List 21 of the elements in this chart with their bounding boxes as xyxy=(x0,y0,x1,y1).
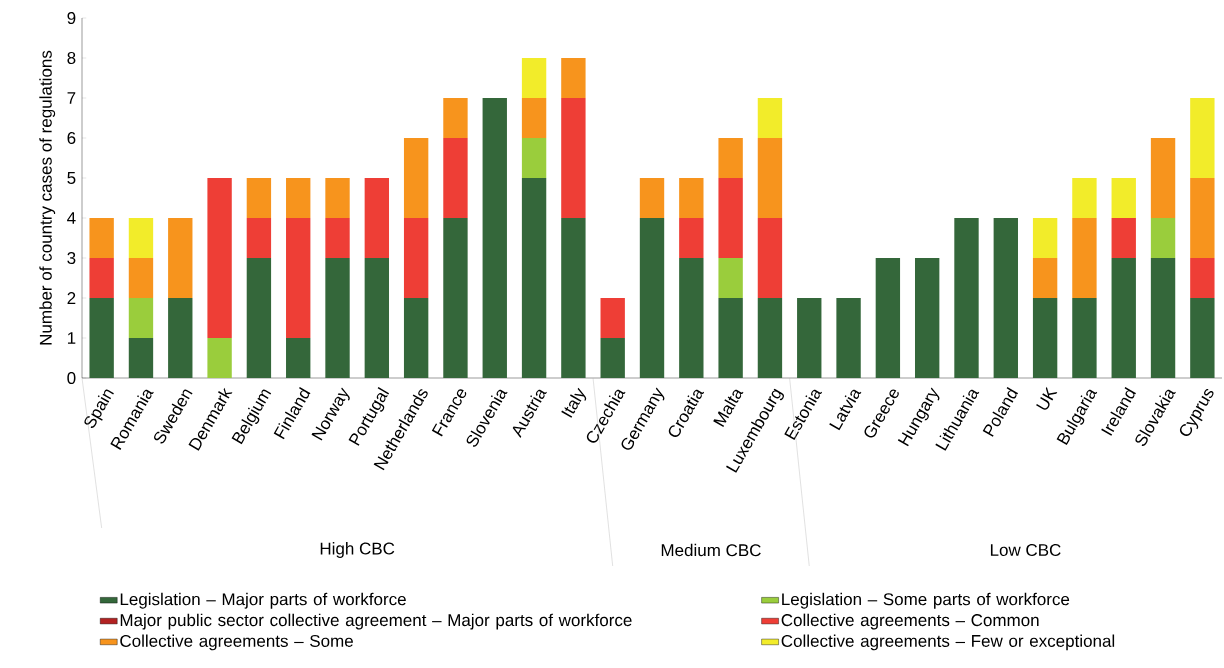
y-tick-label: 7 xyxy=(67,92,76,104)
legend-label: Major public sector collective agreement – Major parts of workforce xyxy=(120,613,632,630)
y-tick-label: 1 xyxy=(67,332,76,344)
text: High CBC xyxy=(320,542,395,558)
y-tick-label: 9 xyxy=(67,11,76,25)
legend-label: Legislation – Major parts of workforce xyxy=(120,592,406,609)
y-tick-label: 6 xyxy=(67,131,76,145)
y-axis-title: Number of country cases of regulations xyxy=(39,50,56,345)
legend-label: Collective agreements – Few or exceptional xyxy=(781,634,1115,651)
y-tick-label: 5 xyxy=(67,172,76,184)
legend-label: Collective agreements – Some xyxy=(120,634,353,651)
legend-label: Collective agreements – Common xyxy=(781,613,1039,630)
text: Medium CBC xyxy=(661,543,761,557)
x-tick-label: UK xyxy=(1036,386,1058,410)
text: Low CBC xyxy=(990,543,1061,557)
y-tick-label: 8 xyxy=(67,51,76,65)
y-tick-label: 0 xyxy=(67,371,76,385)
legend-label: Legislation – Some parts of workforce xyxy=(782,592,1070,609)
y-tick-label: 4 xyxy=(67,212,76,224)
y-tick-label: 2 xyxy=(67,292,76,304)
y-tick-label: 3 xyxy=(67,251,76,265)
